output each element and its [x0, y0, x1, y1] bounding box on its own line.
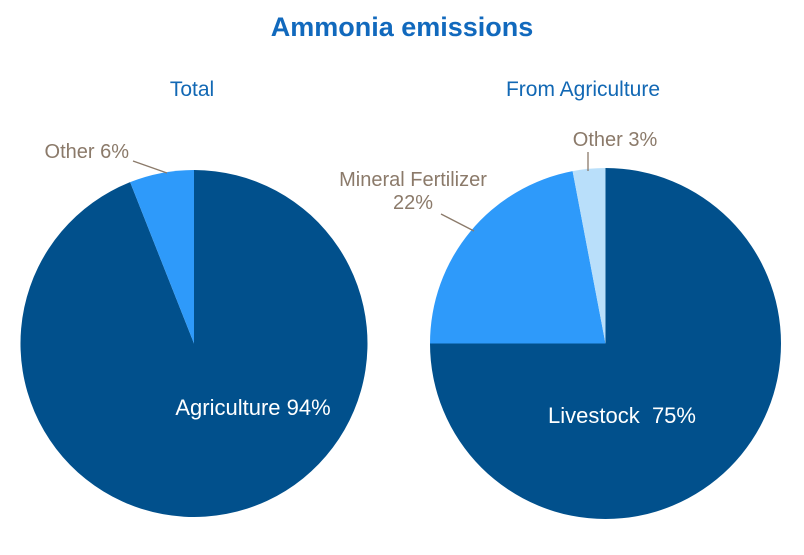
- callout-leader-line-1: [440, 213, 475, 232]
- pie-total-slice-other: [130, 170, 194, 344]
- label-other-3: Other 3%: [572, 129, 658, 151]
- label-mineral-fertilizer-line2: 22%: [392, 192, 434, 214]
- pie-agriculture-slice-other: [572, 168, 606, 344]
- subtitle-total: Total: [169, 78, 215, 101]
- label-livestock-75: Livestock 75%: [548, 403, 696, 428]
- pie-agriculture-slice-mineral-fertilizer: [430, 171, 606, 344]
- label-mineral-fertilizer-22: Mineral Fertilizer 22%: [339, 169, 487, 215]
- subtitle-from-agriculture: From Agriculture: [505, 78, 661, 101]
- pie-total-slice-agriculture: [20, 170, 368, 517]
- callout-leader-line-0: [132, 160, 168, 174]
- label-agriculture-94: Agriculture 94%: [175, 395, 331, 420]
- label-other-6: Other 6%: [44, 141, 129, 163]
- chart-title: Ammonia emissions: [270, 12, 534, 42]
- label-mineral-fertilizer-line1: Mineral Fertilizer: [339, 169, 487, 191]
